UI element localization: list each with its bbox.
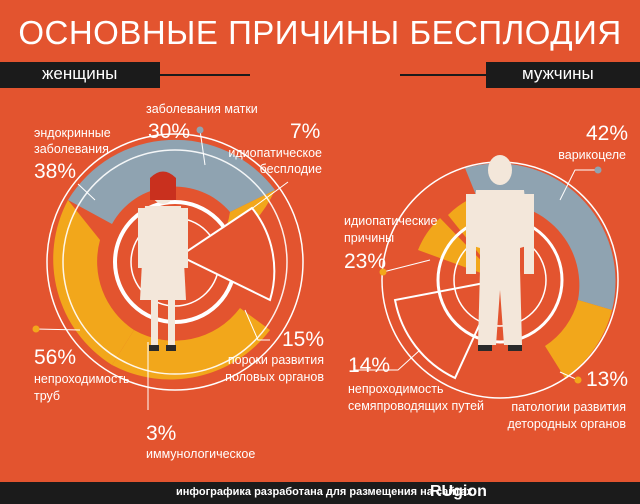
- page-title: ОСНОВНЫЕ ПРИЧИНЫ БЕСПЛОДИЯ: [18, 14, 622, 51]
- w-label-defect-1: пороки развития: [227, 353, 324, 367]
- men-dot-path: [574, 376, 582, 384]
- men-bar-line: [400, 74, 486, 76]
- women-slice-tubes: [53, 200, 134, 365]
- m-label-vari: варикоцеле: [558, 148, 626, 162]
- women-slice-defects: [177, 206, 276, 302]
- men-slice-idiopathic-b: [418, 218, 500, 280]
- w-pct-immuno: 3%: [146, 422, 177, 445]
- m-label-idio-1: идиопатические: [344, 214, 438, 228]
- w-label-tubes-2: труб: [34, 389, 61, 403]
- women-chart: [32, 126, 304, 410]
- women-ring-outer: [46, 133, 304, 391]
- women-section-label: женщины: [42, 64, 118, 83]
- m-label-path-2: детородных органов: [507, 417, 626, 431]
- rugion-logo: RUgion: [430, 483, 487, 500]
- w-label-idio-1: идиопатическое: [228, 146, 322, 160]
- men-section-label: мужчины: [522, 64, 594, 83]
- w-label-defect-2: половых органов: [225, 370, 324, 384]
- m-pct-idio: 23%: [344, 250, 387, 273]
- man-figure: [466, 155, 534, 351]
- men-section-bar: мужчины: [486, 62, 640, 88]
- w-label-immuno: иммунологическое: [146, 447, 256, 461]
- women-dot-tubes: [32, 325, 40, 333]
- m-label-idio-2: причины: [344, 231, 395, 245]
- w-pct-tubes: 56%: [34, 346, 77, 369]
- women-bar-line: [160, 74, 250, 76]
- men-slice-obstruction: [393, 278, 502, 380]
- w-label-endo-1: эндокринные: [34, 126, 111, 140]
- women-leaders: [35, 129, 289, 410]
- w-label-idio-2: бесплодие: [259, 162, 322, 176]
- m-label-obst-1: непроходимость: [348, 382, 444, 396]
- w-pct-endo: 38%: [34, 160, 77, 183]
- m-pct-obst: 14%: [348, 354, 391, 377]
- women-section-bar: женщины: [0, 62, 160, 88]
- footer-bar: инфографика разработана для размещения н…: [0, 482, 640, 504]
- m-label-obst-2: семяпроводящих путей: [348, 399, 485, 413]
- men-slice-pathology: [545, 300, 612, 378]
- m-pct-vari: 42%: [586, 122, 629, 145]
- m-pct-path: 13%: [586, 368, 629, 391]
- footer-text: инфографика разработана для размещения н…: [176, 486, 473, 498]
- women-dot-uterus: [196, 126, 204, 134]
- men-chart: [354, 155, 619, 399]
- m-label-path-1: патологии развития: [511, 400, 626, 414]
- w-label-tubes-1: непроходимость: [34, 372, 130, 386]
- men-dot-vari: [594, 166, 602, 174]
- w-label-uterus: заболевания матки: [146, 102, 258, 116]
- women-ring-middle: [62, 149, 288, 375]
- men-dot-idio: [379, 268, 387, 276]
- w-pct-defect: 15%: [282, 328, 325, 351]
- women-slice-tubes-lower: [112, 308, 270, 380]
- w-label-endo-2: заболевания: [34, 142, 109, 156]
- w-pct-idio: 7%: [290, 120, 321, 143]
- woman-figure: [138, 171, 188, 351]
- w-pct-uterus: 30%: [148, 120, 191, 143]
